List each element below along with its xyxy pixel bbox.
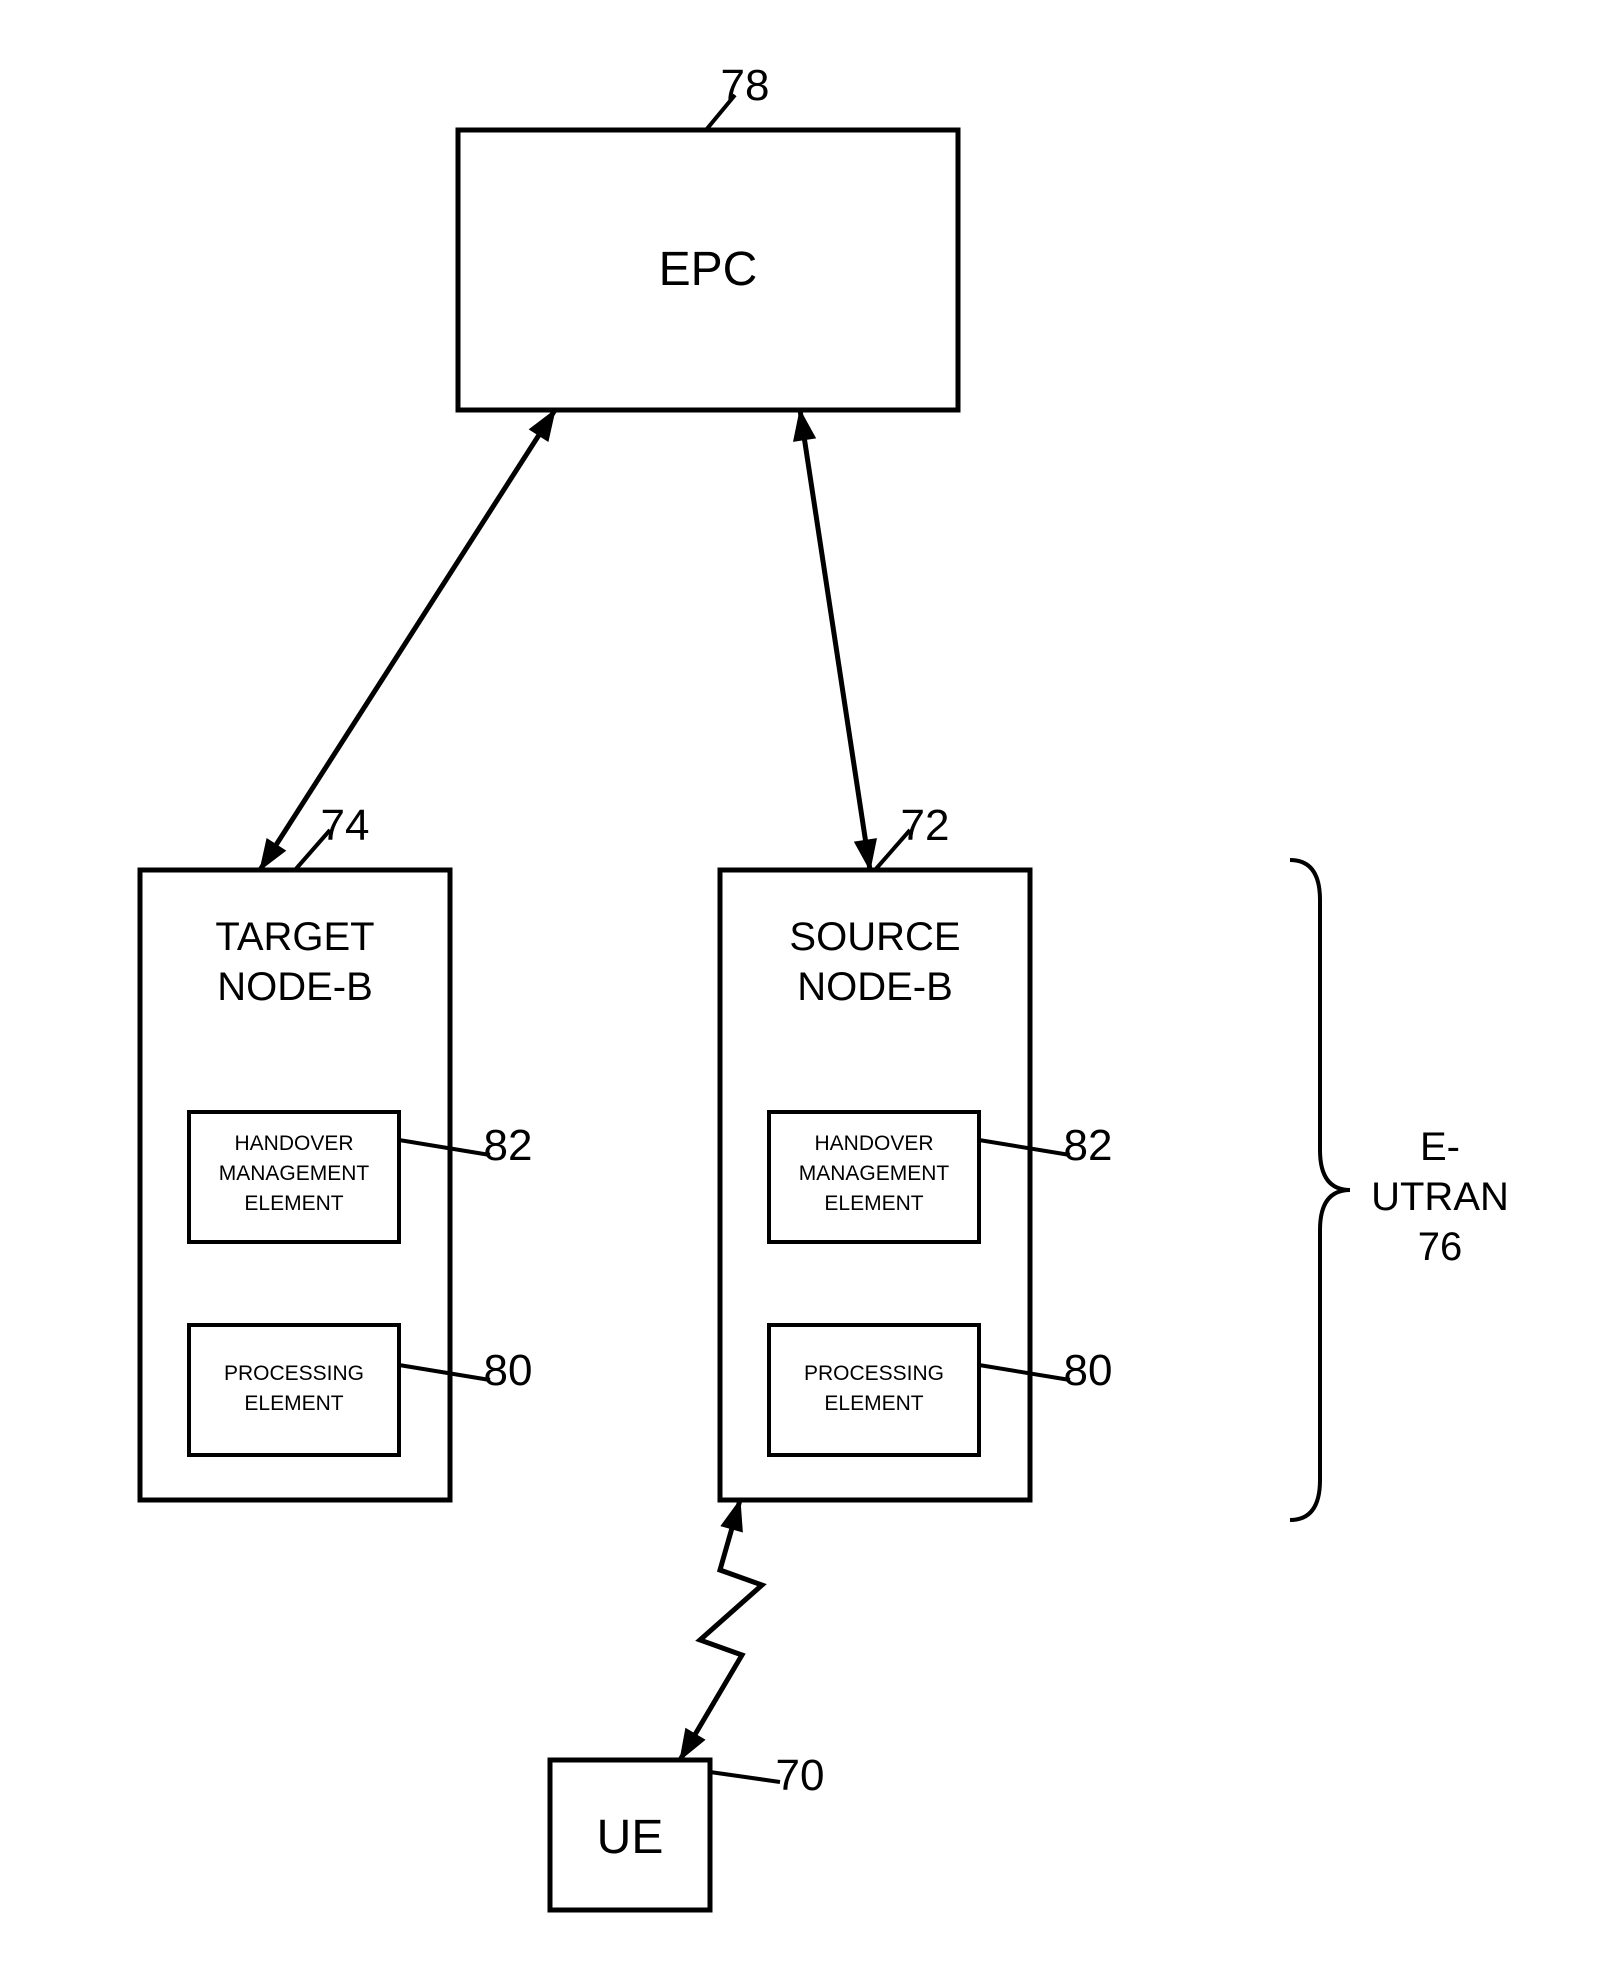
source-nodeb-processing-l2: ELEMENT (824, 1392, 923, 1415)
source-nodeb-handover-l1: HANDOVER (814, 1132, 933, 1155)
leader-line (710, 1772, 780, 1782)
arrow-head (680, 1729, 705, 1760)
wireless-connector (680, 1500, 762, 1760)
target-nodeb-handover-l2: MANAGEMENT (219, 1162, 370, 1185)
ue-ref: 70 (776, 1751, 825, 1800)
source-nodeb-processing-l1: PROCESSING (804, 1362, 944, 1385)
target-nodeb-title-1: TARGET (215, 915, 374, 959)
target-nodeb-handover-l1: HANDOVER (234, 1132, 353, 1155)
eutran-brace (1290, 860, 1350, 1520)
eutran-label-3: 76 (1418, 1225, 1463, 1269)
target-nodeb-handover-l3: ELEMENT (244, 1192, 343, 1215)
target-nodeb-handover-ref: 82 (484, 1121, 533, 1170)
source-nodeb-handover-l3: ELEMENT (824, 1192, 923, 1215)
epc-ref: 78 (721, 61, 770, 110)
connector (260, 410, 555, 870)
arrow-head (260, 839, 285, 870)
source-nodeb-processing-box (769, 1325, 979, 1455)
target-nodeb-title-2: NODE-B (217, 965, 373, 1009)
source-nodeb-handover-ref: 82 (1064, 1121, 1113, 1170)
target-nodeb-processing-l1: PROCESSING (224, 1362, 364, 1385)
arrow-head (530, 410, 555, 441)
target-nodeb-ref: 74 (321, 801, 370, 850)
source-nodeb-ref: 72 (901, 801, 950, 850)
target-nodeb-processing-ref: 80 (484, 1346, 533, 1395)
source-nodeb-title-2: NODE-B (797, 965, 953, 1009)
epc-label: EPC (659, 243, 758, 296)
source-nodeb-handover-l2: MANAGEMENT (799, 1162, 950, 1185)
source-nodeb-title-1: SOURCE (789, 915, 960, 959)
ue-label: UE (597, 1811, 664, 1864)
target-nodeb-processing-l2: ELEMENT (244, 1392, 343, 1415)
eutran-label-2: UTRAN (1371, 1175, 1509, 1219)
connector (800, 410, 870, 870)
arrow-head (855, 839, 877, 870)
source-nodeb-processing-ref: 80 (1064, 1346, 1113, 1395)
arrow-head (721, 1500, 742, 1532)
eutran-label-1: E- (1420, 1125, 1460, 1169)
arrow-head (794, 410, 816, 441)
target-nodeb-processing-box (189, 1325, 399, 1455)
